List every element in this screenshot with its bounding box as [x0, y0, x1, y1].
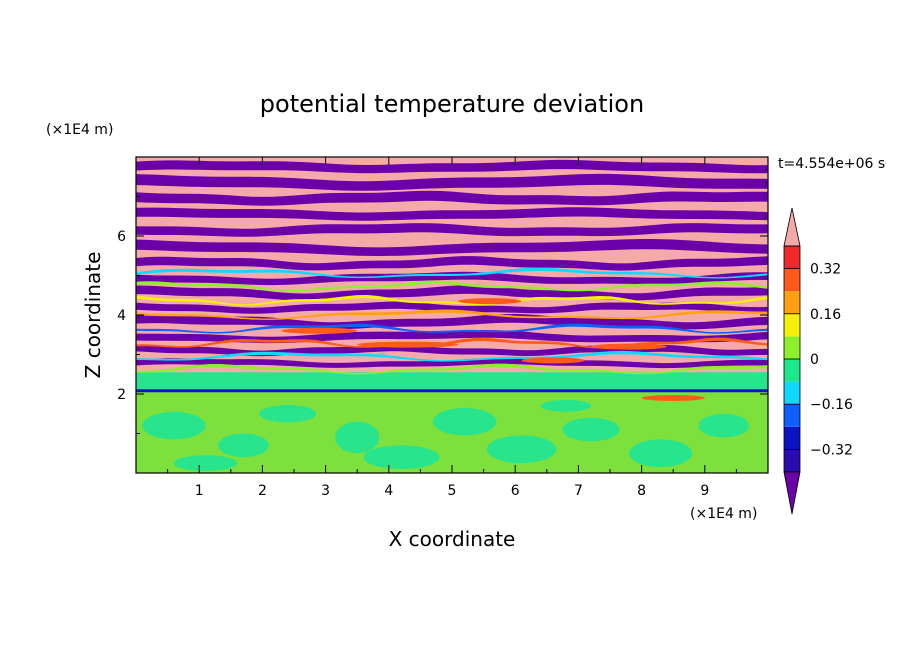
- turbulent-edge: [136, 309, 768, 320]
- x-tick-label: 7: [574, 483, 583, 499]
- colorbar-tick-label: 0: [810, 352, 819, 368]
- purple-band: [136, 173, 768, 191]
- x-unit-label: (×1E4 m): [690, 506, 757, 522]
- lower-patch: [218, 433, 269, 458]
- turbulent-edge: [136, 295, 768, 306]
- colorbar-bin: [784, 268, 800, 292]
- colorbar-bin: [784, 336, 800, 359]
- x-tick-label: 5: [448, 483, 457, 499]
- warm-streak: [591, 343, 667, 350]
- colorbar-tick-label: 0.32: [810, 262, 841, 278]
- colorbar: [783, 207, 801, 515]
- transition-line: [136, 389, 768, 393]
- colorbar-bin: [784, 426, 800, 450]
- colorbar-bin: [784, 359, 800, 382]
- y-axis-label: Z coordinate: [81, 252, 105, 379]
- warm-streak: [281, 327, 358, 334]
- purple-band: [136, 271, 768, 286]
- x-axis-label: X coordinate: [389, 527, 516, 551]
- y-ticks: 2 4 6: [117, 196, 768, 434]
- colorbar-extend-bottom: [783, 471, 801, 515]
- purple-band: [136, 239, 768, 256]
- plot-area: [136, 157, 768, 473]
- purple-band: [136, 190, 768, 206]
- colorbar-bin: [784, 449, 800, 472]
- turbulent-edge: [136, 267, 768, 279]
- x-tick-label: 1: [195, 483, 204, 499]
- colorbar-bin: [784, 381, 800, 405]
- colorbar-tick-label: −0.16: [810, 397, 853, 413]
- lower-patch: [486, 435, 557, 464]
- turbulent-edge: [136, 280, 768, 292]
- y-tick-label: 2: [117, 387, 126, 403]
- purple-band: [136, 159, 768, 174]
- lower-patch: [335, 421, 380, 454]
- y-unit-label: (×1E4 m): [46, 122, 113, 138]
- time-label: t=4.554e+06 s: [778, 156, 885, 172]
- purple-band: [136, 357, 768, 369]
- warm-streak: [357, 341, 459, 348]
- x-tick-label: 9: [700, 483, 709, 499]
- transition-band: [136, 372, 768, 393]
- purple-band: [136, 223, 768, 237]
- colorbar-bin: [784, 291, 800, 314]
- colorbar-bin: [784, 313, 800, 337]
- lower-patch: [173, 455, 238, 472]
- chart-title: potential temperature deviation: [260, 90, 644, 118]
- purple-band: [136, 256, 768, 271]
- turbulent-edge: [136, 323, 768, 334]
- colorbar-tick-label: −0.32: [810, 442, 853, 458]
- turbulent-edge: [136, 337, 768, 349]
- y-tick-label: 6: [117, 229, 126, 245]
- lower-patch: [628, 439, 693, 468]
- colorbar-bin: [784, 404, 800, 427]
- colorbar-tick-label: 0.16: [810, 307, 841, 323]
- field-layer: [136, 159, 768, 473]
- lower-patch: [562, 417, 620, 442]
- warm-streak: [641, 394, 705, 401]
- colorbar-extend-top: [783, 207, 801, 247]
- lower-patch: [433, 407, 497, 436]
- lower-patch: [540, 399, 592, 412]
- x-tick-label: 3: [321, 483, 330, 499]
- colorbar-bin: [784, 246, 800, 269]
- lower-patch: [259, 405, 317, 423]
- lower-patch: [142, 411, 206, 440]
- turbulent-edge: [136, 350, 768, 362]
- x-tick-label: 6: [511, 483, 520, 499]
- warm-streak: [458, 298, 522, 305]
- purple-band: [136, 301, 768, 314]
- x-tick-label: 4: [384, 483, 393, 499]
- x-tick-label: 8: [637, 483, 646, 499]
- turbulent-edge: [136, 363, 768, 375]
- y-tick-label: 4: [117, 308, 126, 324]
- x-ticks: 1 2 3 4 5 6 7 8 9: [167, 157, 737, 499]
- x-tick-label: 2: [258, 483, 267, 499]
- colorbar-tick-labels: 0.32 0.16 0 −0.16 −0.32: [784, 262, 853, 458]
- purple-band: [136, 207, 768, 221]
- warm-streak: [521, 357, 585, 364]
- lower-patch: [363, 445, 440, 470]
- lower-patch: [698, 413, 750, 438]
